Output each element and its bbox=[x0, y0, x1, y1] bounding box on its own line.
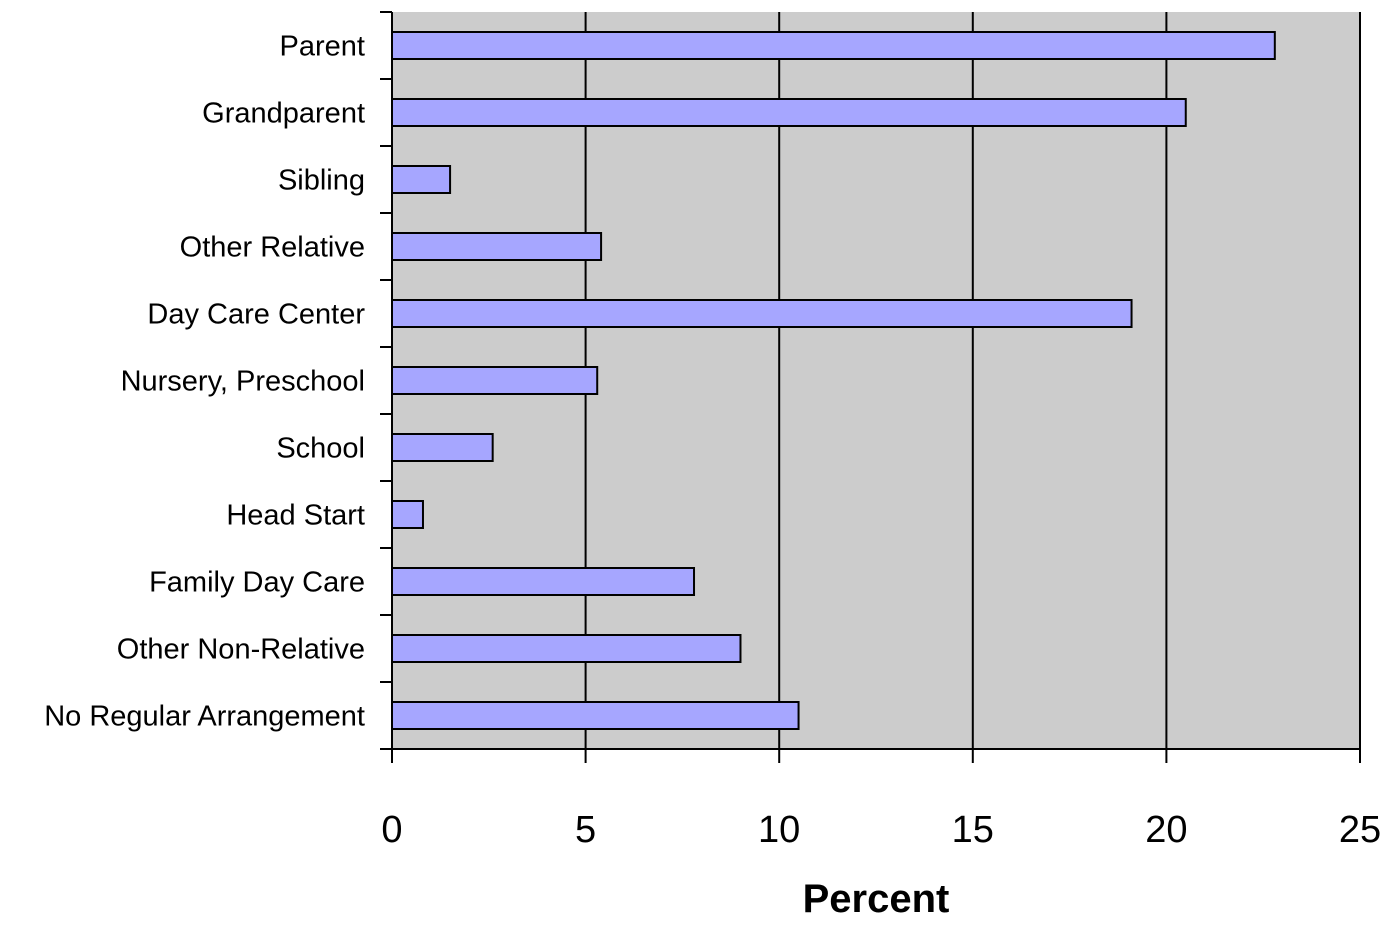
x-tick-label: 20 bbox=[1145, 809, 1187, 851]
bar bbox=[391, 366, 599, 395]
category-label: Nursery, Preschool bbox=[121, 366, 365, 398]
bar bbox=[391, 567, 696, 596]
bar bbox=[391, 165, 452, 194]
bar bbox=[391, 299, 1133, 328]
category-label: Parent bbox=[280, 31, 365, 63]
category-label: Grandparent bbox=[202, 98, 365, 130]
bar bbox=[391, 232, 603, 261]
x-tick-label: 10 bbox=[758, 809, 800, 851]
x-tick-label: 25 bbox=[1339, 809, 1381, 851]
bar bbox=[391, 98, 1187, 127]
x-tick-label: 0 bbox=[381, 809, 402, 851]
category-label: No Regular Arrangement bbox=[44, 701, 365, 733]
x-tick-label: 15 bbox=[952, 809, 994, 851]
axes bbox=[380, 11, 1361, 763]
x-tick-label: 5 bbox=[575, 809, 596, 851]
category-label: Other Non-Relative bbox=[117, 634, 365, 666]
category-label: Family Day Care bbox=[149, 567, 365, 599]
gridlines bbox=[584, 12, 1168, 749]
bars bbox=[391, 31, 1276, 730]
x-tick-labels: 0 5 10 15 20 25 bbox=[381, 809, 1381, 851]
category-label: Head Start bbox=[226, 500, 365, 532]
bar bbox=[391, 500, 424, 529]
bar bbox=[391, 634, 742, 663]
category-label: School bbox=[276, 433, 365, 465]
x-axis-title: Percent bbox=[803, 877, 950, 920]
bar bbox=[391, 701, 800, 730]
bar bbox=[391, 31, 1276, 60]
category-label: Day Care Center bbox=[147, 299, 365, 331]
bar bbox=[391, 433, 494, 462]
category-label: Other Relative bbox=[180, 232, 365, 264]
category-labels: Parent Grandparent Sibling Other Relative Da… bbox=[44, 31, 365, 733]
category-label: Sibling bbox=[278, 165, 365, 197]
